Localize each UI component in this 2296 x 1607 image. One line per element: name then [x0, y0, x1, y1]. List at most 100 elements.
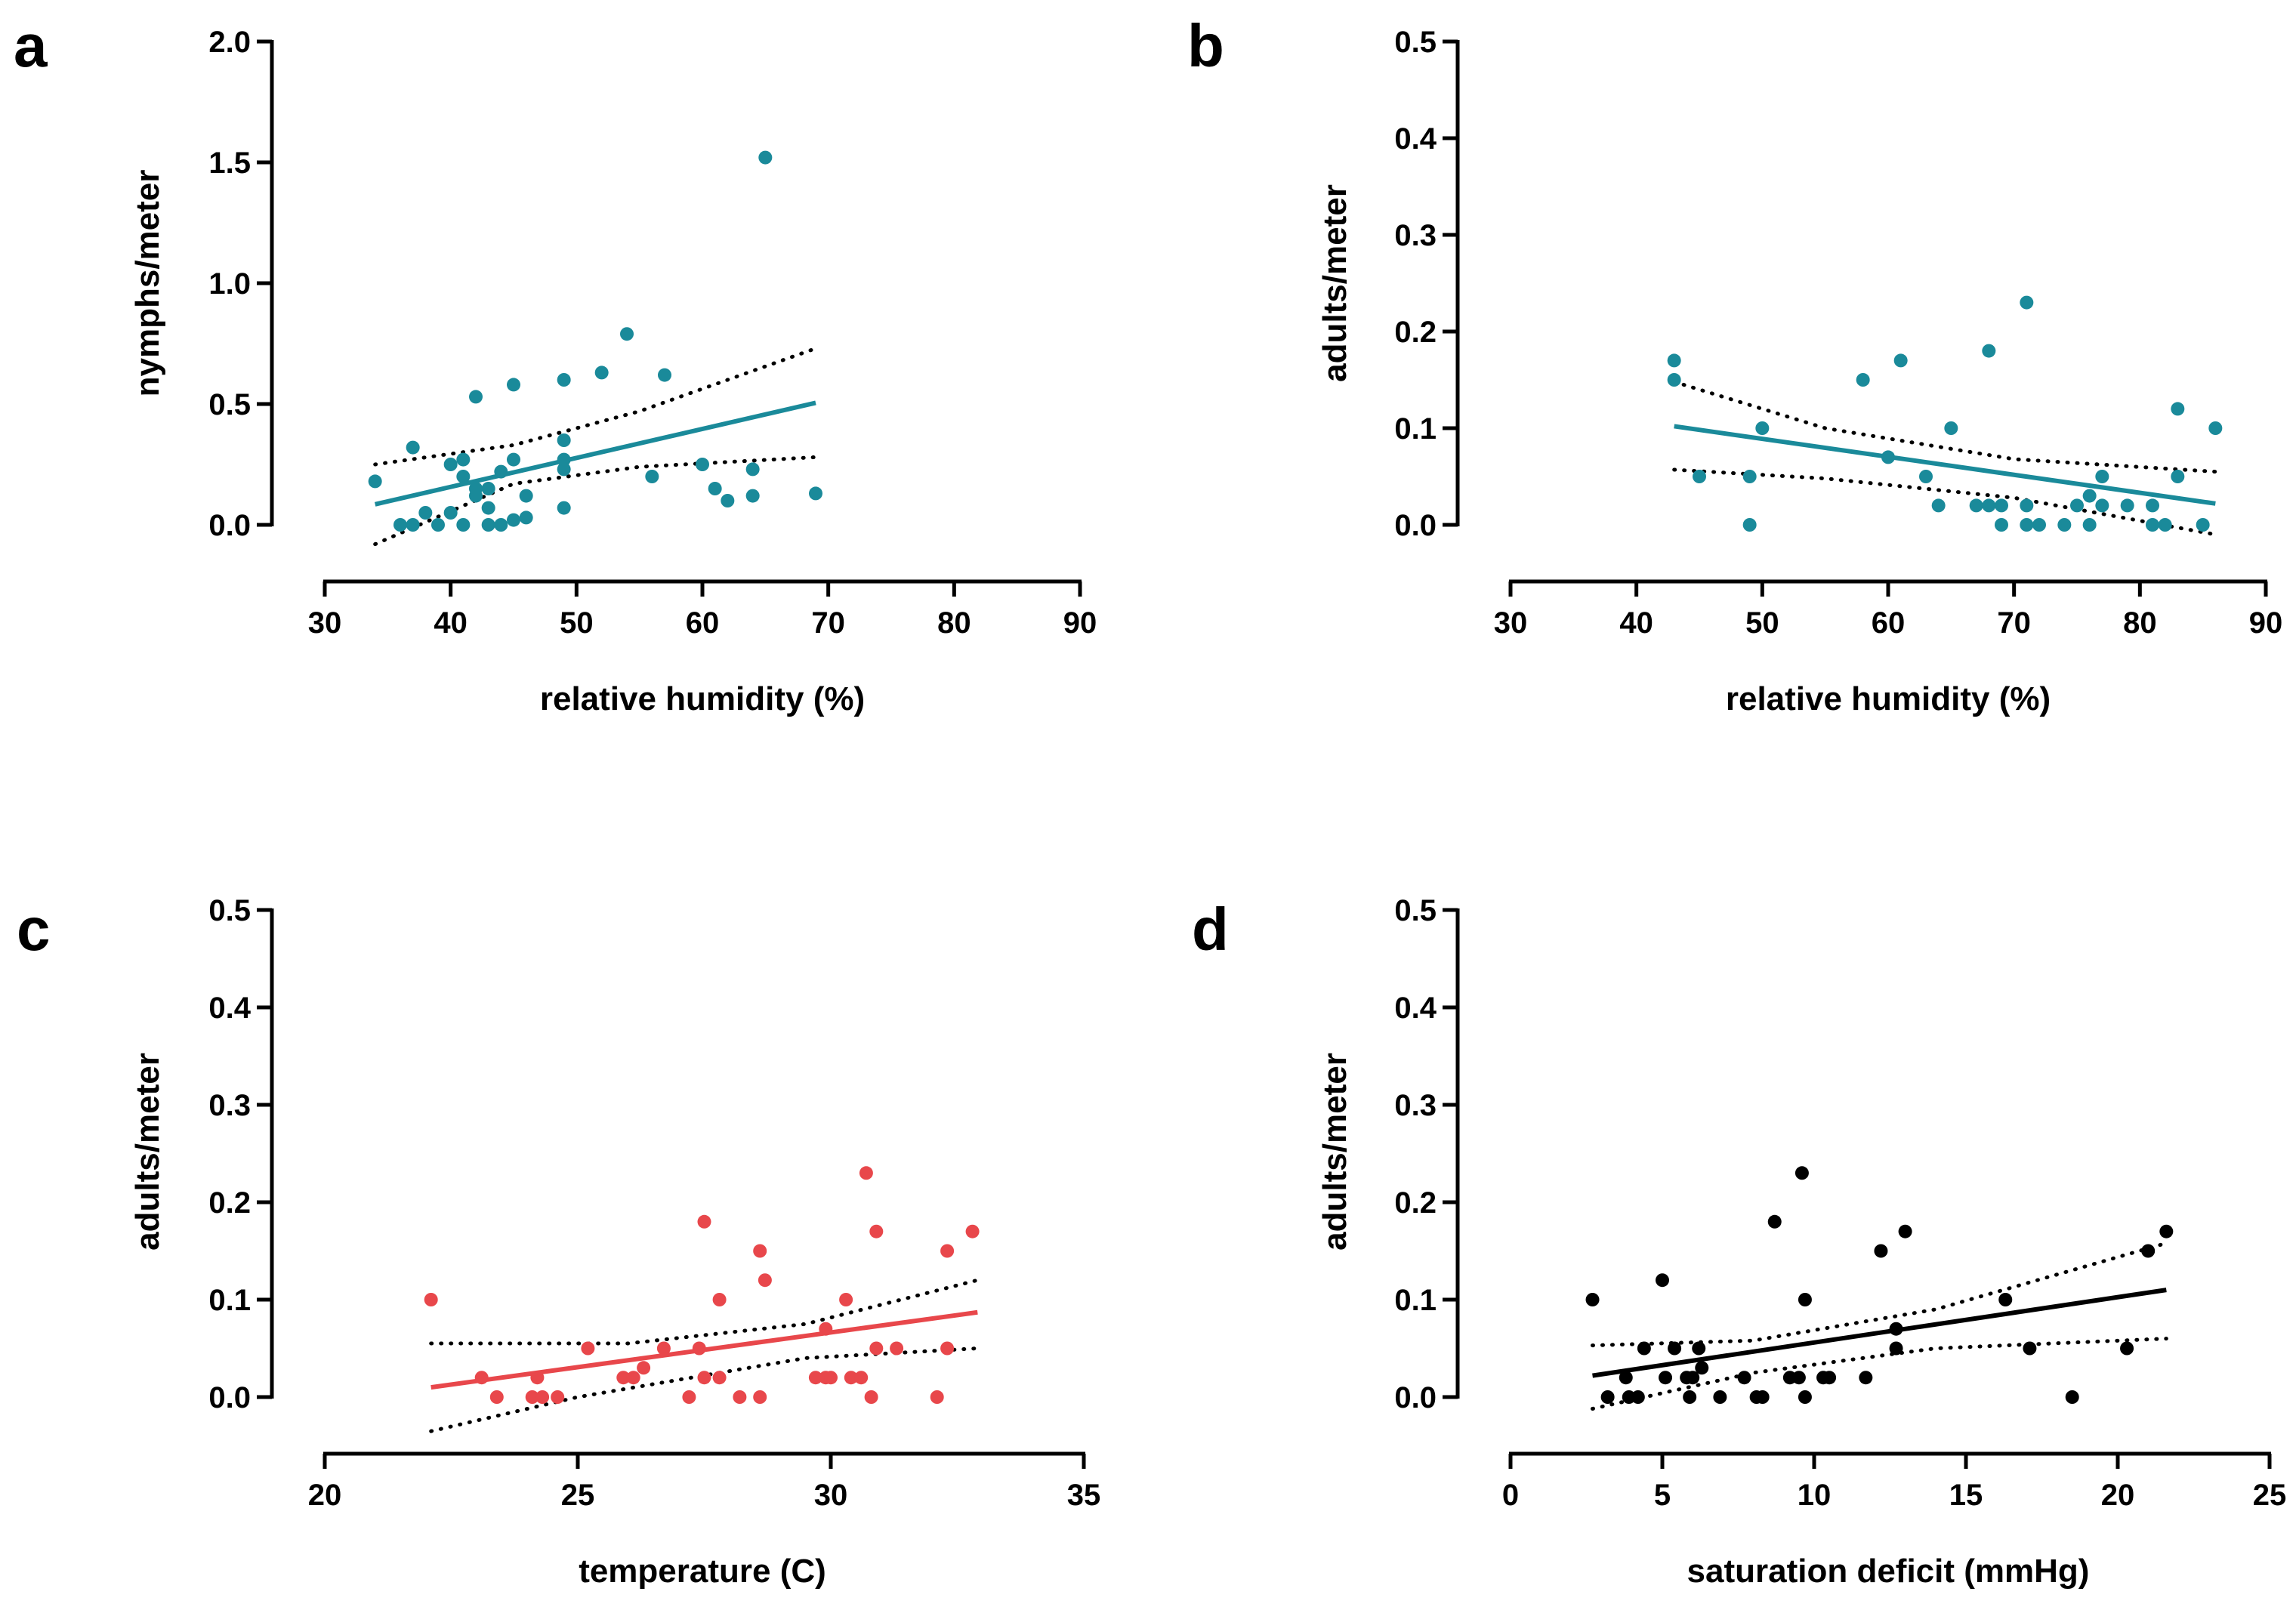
data-point	[1893, 353, 1908, 368]
data-point	[1767, 1214, 1782, 1229]
y-tick-label: 0.0	[208, 509, 251, 542]
data-point	[469, 482, 483, 495]
data-point	[753, 1244, 767, 1258]
data-point	[940, 1244, 955, 1258]
data-point	[1659, 1371, 1673, 1385]
data-point	[418, 506, 433, 520]
panel-b-x-ticks: 30 40 50 60 70 80 90	[1494, 581, 2283, 640]
data-point	[2082, 489, 2097, 503]
x-tick-label: 25	[561, 1479, 595, 1512]
y-tick-label: 0.3	[1394, 219, 1437, 252]
data-point	[2171, 402, 2185, 416]
x-tick-label: 70	[811, 606, 845, 640]
panel-a-y-title: nymphs/meter	[129, 170, 166, 397]
panel-a-ci-upper	[373, 346, 818, 467]
panel-a-y-ticks: 0.0 0.5 1.0 1.5 2.0	[208, 26, 272, 542]
data-point	[1668, 1341, 1682, 1356]
data-point	[697, 1371, 711, 1385]
data-point	[1755, 421, 1770, 435]
data-point	[1856, 373, 1870, 387]
data-point	[844, 1371, 858, 1385]
x-tick-label: 80	[937, 606, 971, 640]
data-point	[708, 482, 722, 495]
data-point	[2141, 1244, 2156, 1258]
y-tick-label: 0.5	[1394, 894, 1437, 927]
y-tick-label: 0.5	[208, 894, 251, 927]
panel-d-ci-lower-line	[1591, 1337, 2168, 1411]
panel-a-x-ticks: 30 40 50 60 70 80 90	[308, 581, 1097, 640]
data-point	[507, 378, 520, 392]
panel-c-points	[424, 1166, 980, 1404]
data-point	[808, 1371, 822, 1385]
data-point	[753, 1390, 767, 1404]
data-point	[481, 518, 495, 532]
data-point	[620, 327, 634, 341]
data-point	[697, 1214, 711, 1229]
panel-b-y-ticks: 0.0 0.1 0.2 0.3 0.4 0.5	[1394, 26, 1458, 542]
panel-b-points	[1667, 295, 2223, 532]
data-point	[2032, 518, 2046, 532]
panel-c-ci-upper	[429, 1278, 980, 1346]
panel-b-x-title: relative humidity (%)	[1726, 680, 2051, 717]
panel-a-ci-lower	[373, 455, 818, 547]
data-point	[551, 1390, 565, 1404]
panel-a-fit-line	[374, 400, 816, 507]
data-point	[745, 489, 760, 503]
panel-d-ci-lower	[1591, 1337, 2168, 1411]
x-tick-label: 5	[1654, 1479, 1671, 1512]
data-point	[393, 518, 407, 532]
y-tick-label: 0.4	[208, 992, 251, 1025]
x-tick-label: 15	[1949, 1479, 1983, 1512]
panel-d-fit-line	[1592, 1288, 2167, 1378]
data-point	[1859, 1371, 1873, 1385]
panel-b-y-title: adults/meter	[1316, 184, 1353, 382]
data-point	[456, 518, 471, 532]
data-point	[712, 1371, 727, 1385]
data-point	[1600, 1390, 1615, 1404]
panel-d-x-title: saturation deficit (mmHg)	[1687, 1553, 2090, 1590]
panel-c-x-title: temperature (C)	[579, 1553, 826, 1590]
data-point	[1667, 373, 1681, 387]
data-point	[507, 513, 520, 527]
panel-d-points	[1585, 1166, 2174, 1404]
data-point	[712, 1293, 727, 1306]
data-point	[696, 458, 709, 471]
data-point	[1791, 1371, 1806, 1385]
data-point	[481, 501, 495, 515]
x-tick-label: 90	[2249, 606, 2283, 640]
data-point	[489, 1390, 504, 1404]
data-point	[1919, 470, 1933, 483]
data-point	[519, 510, 533, 525]
data-point	[2208, 421, 2223, 435]
panel-d-y-ticks: 0.0 0.1 0.2 0.3 0.4 0.5	[1394, 894, 1458, 1414]
panel-a-regression-line	[374, 400, 816, 507]
panel-c-regression-line	[430, 1309, 978, 1390]
x-tick-label: 80	[2123, 606, 2157, 640]
x-tick-label: 20	[2101, 1479, 2135, 1512]
panel-c-fit-line	[430, 1309, 978, 1390]
panel-a-ci-upper-line	[373, 346, 818, 467]
data-point	[557, 462, 571, 477]
data-point	[2095, 498, 2109, 513]
panel-d-regression-line	[1592, 1288, 2167, 1378]
data-point	[535, 1390, 550, 1404]
data-point	[930, 1390, 944, 1404]
panel-b-ci-lower	[1672, 467, 2217, 537]
data-point	[1998, 1293, 2013, 1306]
data-point	[507, 452, 520, 467]
data-point	[1995, 518, 2008, 532]
y-tick-label: 0.2	[208, 1186, 251, 1220]
y-tick-label: 0.1	[1394, 1284, 1437, 1317]
data-point	[2020, 295, 2034, 310]
y-tick-label: 0.1	[208, 1284, 251, 1317]
y-tick-label: 0.4	[1394, 992, 1437, 1025]
x-tick-label: 40	[1619, 606, 1653, 640]
data-point	[1755, 1390, 1770, 1404]
data-point	[2171, 470, 2185, 483]
panel-d-y-title: adults/meter	[1316, 1053, 1353, 1251]
data-point	[2146, 518, 2159, 532]
panel-c-ci-upper-line	[429, 1278, 980, 1346]
y-tick-label: 0.3	[1394, 1089, 1437, 1122]
data-point	[1692, 1341, 1706, 1356]
data-point	[594, 366, 609, 380]
